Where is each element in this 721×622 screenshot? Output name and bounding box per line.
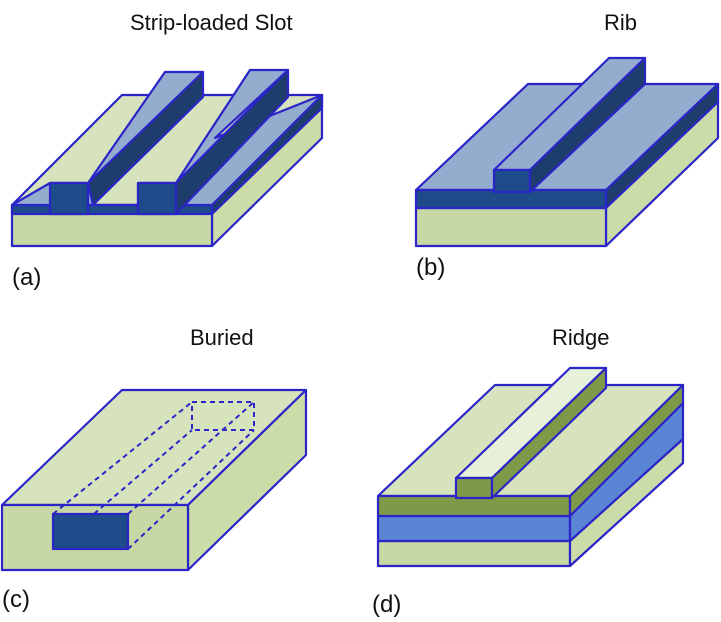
- panel-d-substrate-front: [376, 539, 572, 568]
- panel-a-left-strip-side: [86, 70, 205, 207]
- panel-d-title: Ridge: [552, 325, 609, 350]
- panel-c-core-edge-top-left: [52, 401, 193, 515]
- panel-d-ridge-side: [490, 366, 608, 500]
- panel-c-cladding-block: [0, 388, 308, 572]
- panel-d-ridge-front: [454, 476, 494, 500]
- panel-b-rib-side: [528, 56, 647, 194]
- panel-a-title: Strip-loaded Slot: [130, 10, 293, 35]
- panel-c-core-edge-bottom-right: [127, 429, 255, 550]
- panel-d-label: (d): [372, 591, 401, 618]
- panel-b-label: (b): [416, 254, 445, 281]
- panel-d-ridge: Ridge (d): [372, 325, 685, 618]
- panel-a-strip-loaded-slot: Strip-loaded Slot (a): [10, 10, 324, 291]
- panel-b-substrate-front: [414, 206, 608, 248]
- panel-a-right-strip-front: [136, 181, 178, 216]
- panel-d-cladding-side: [568, 383, 685, 518]
- panel-b-rib: Rib (b): [414, 10, 720, 281]
- panel-a-label: (a): [12, 264, 41, 291]
- panel-c-buried-core: [51, 512, 130, 551]
- panel-a-right-strip: [136, 68, 324, 216]
- panel-b-slab-side: [604, 82, 720, 210]
- panel-c-buried: Buried (c): [0, 325, 308, 613]
- panel-b-rib-front: [492, 168, 532, 194]
- panel-b-rib-core: [492, 56, 647, 194]
- panel-a-right-strip-side: [174, 68, 290, 216]
- panel-b-title: Rib: [604, 10, 637, 35]
- panel-d-ridge-core: [454, 366, 608, 500]
- panel-c-title: Buried: [190, 325, 254, 350]
- panel-a-left-strip-front: [48, 181, 90, 216]
- panel-a-left-strip: [10, 70, 205, 216]
- panel-c-label: (c): [2, 586, 30, 613]
- panel-d-blue-layer: [376, 401, 685, 543]
- panel-d-blue-layer-front: [376, 514, 572, 543]
- panel-c-core-edge-top-right: [127, 401, 255, 515]
